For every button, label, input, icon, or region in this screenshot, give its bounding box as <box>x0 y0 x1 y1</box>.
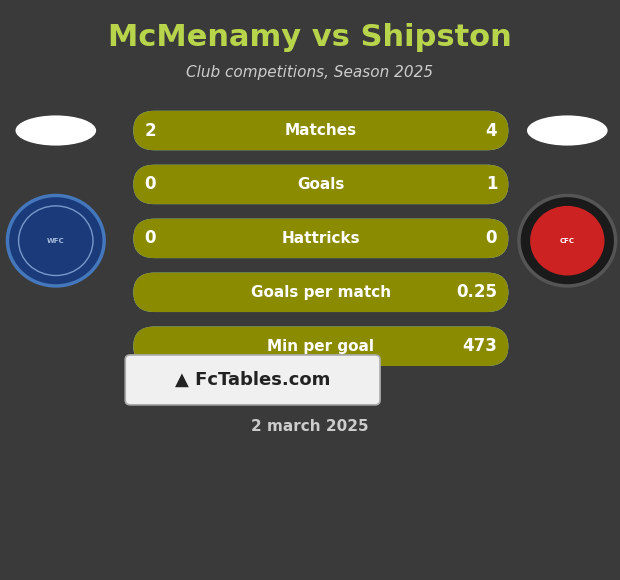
Bar <box>133 219 321 258</box>
Text: 2: 2 <box>144 121 156 140</box>
FancyBboxPatch shape <box>133 165 508 204</box>
Circle shape <box>7 195 104 286</box>
FancyBboxPatch shape <box>133 111 508 150</box>
FancyBboxPatch shape <box>133 327 508 366</box>
Text: WFC: WFC <box>47 238 64 244</box>
Ellipse shape <box>527 115 608 146</box>
FancyBboxPatch shape <box>133 165 508 204</box>
Text: 0: 0 <box>144 229 156 248</box>
Text: Goals: Goals <box>297 177 345 192</box>
Text: 2 march 2025: 2 march 2025 <box>251 419 369 434</box>
FancyBboxPatch shape <box>133 219 508 258</box>
Ellipse shape <box>16 115 96 146</box>
Bar <box>133 273 415 312</box>
Text: 0: 0 <box>144 175 156 194</box>
Text: 4: 4 <box>485 121 497 140</box>
Text: Matches: Matches <box>285 123 357 138</box>
Bar <box>133 165 171 204</box>
Bar <box>133 327 340 366</box>
Circle shape <box>19 206 93 276</box>
Text: Min per goal: Min per goal <box>267 339 374 354</box>
Text: 1: 1 <box>485 175 497 194</box>
Text: ▲ FcTables.com: ▲ FcTables.com <box>175 371 330 389</box>
Text: Club competitions, Season 2025: Club competitions, Season 2025 <box>187 65 433 80</box>
FancyBboxPatch shape <box>133 273 508 312</box>
Text: CFC: CFC <box>560 238 575 244</box>
Circle shape <box>519 195 616 286</box>
FancyBboxPatch shape <box>133 111 508 150</box>
FancyBboxPatch shape <box>133 273 508 312</box>
Text: McMenamy vs Shipston: McMenamy vs Shipston <box>108 23 512 52</box>
Text: 473: 473 <box>463 337 497 356</box>
Text: 0.25: 0.25 <box>456 283 497 302</box>
FancyBboxPatch shape <box>133 219 508 258</box>
Text: Goals per match: Goals per match <box>250 285 391 300</box>
FancyBboxPatch shape <box>133 327 508 366</box>
Text: Hattricks: Hattricks <box>281 231 360 246</box>
Circle shape <box>530 206 604 276</box>
Text: 0: 0 <box>485 229 497 248</box>
Bar <box>133 111 258 150</box>
FancyBboxPatch shape <box>125 355 380 405</box>
